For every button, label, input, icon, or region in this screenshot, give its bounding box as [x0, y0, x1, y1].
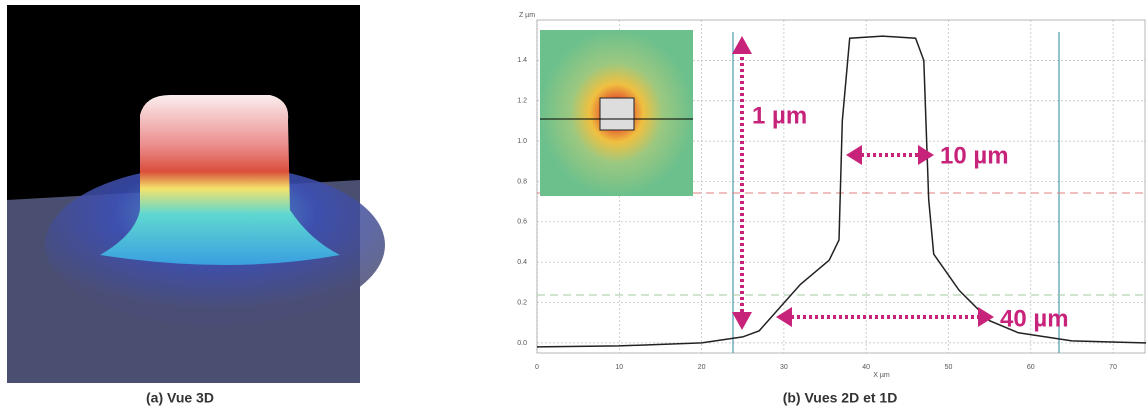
- y-tick-label: 0.6: [517, 219, 527, 226]
- arrow-head: [978, 307, 994, 327]
- plot-frame: [536, 19, 1146, 354]
- y-tick-label: 0.4: [517, 259, 527, 266]
- arrow-head: [918, 145, 934, 165]
- y-tick-label: 0.8: [517, 178, 527, 185]
- x-tick-label: 20: [698, 364, 706, 371]
- x-tick-label: 0: [535, 364, 539, 371]
- x-tick-label: 70: [1109, 364, 1117, 371]
- annotation: 40 µm: [1000, 305, 1069, 332]
- y-tick-label: 1.0: [517, 138, 527, 145]
- caption: (a) Vue 3D: [146, 390, 214, 406]
- x-axis-label: X µm: [873, 372, 890, 379]
- profile-chart: 0.0 0.2 0.4 0.6 0.8 1.0 1.2 1.4 0 10 20 30 40 50 60 70 Z…: [517, 12, 1146, 379]
- x-tick-label: 50: [945, 364, 953, 371]
- annotation: 10 µm: [940, 142, 1009, 169]
- inset-pillar: [599, 97, 635, 131]
- y-tick-label: 0.0: [517, 340, 527, 347]
- annotation: 1 µm: [752, 102, 807, 129]
- y-tick-label: 1.4: [517, 57, 527, 64]
- arrow-head: [732, 36, 752, 54]
- x-tick-label: 10: [615, 364, 623, 371]
- y-axis-label: Z µm: [519, 12, 535, 19]
- x-tick-label: 30: [780, 364, 788, 371]
- arrow-head: [846, 145, 862, 165]
- arrow-head: [776, 307, 792, 327]
- x-tick-label: 60: [1027, 364, 1035, 371]
- caption: (b) Vues 2D et 1D: [783, 390, 898, 406]
- x-tick-label: 40: [862, 364, 870, 371]
- 3d-view: [7, 5, 385, 383]
- y-tick-label: 1.2: [517, 98, 527, 105]
- y-tick-label: 0.2: [517, 299, 527, 306]
- arrow-head: [732, 312, 752, 330]
